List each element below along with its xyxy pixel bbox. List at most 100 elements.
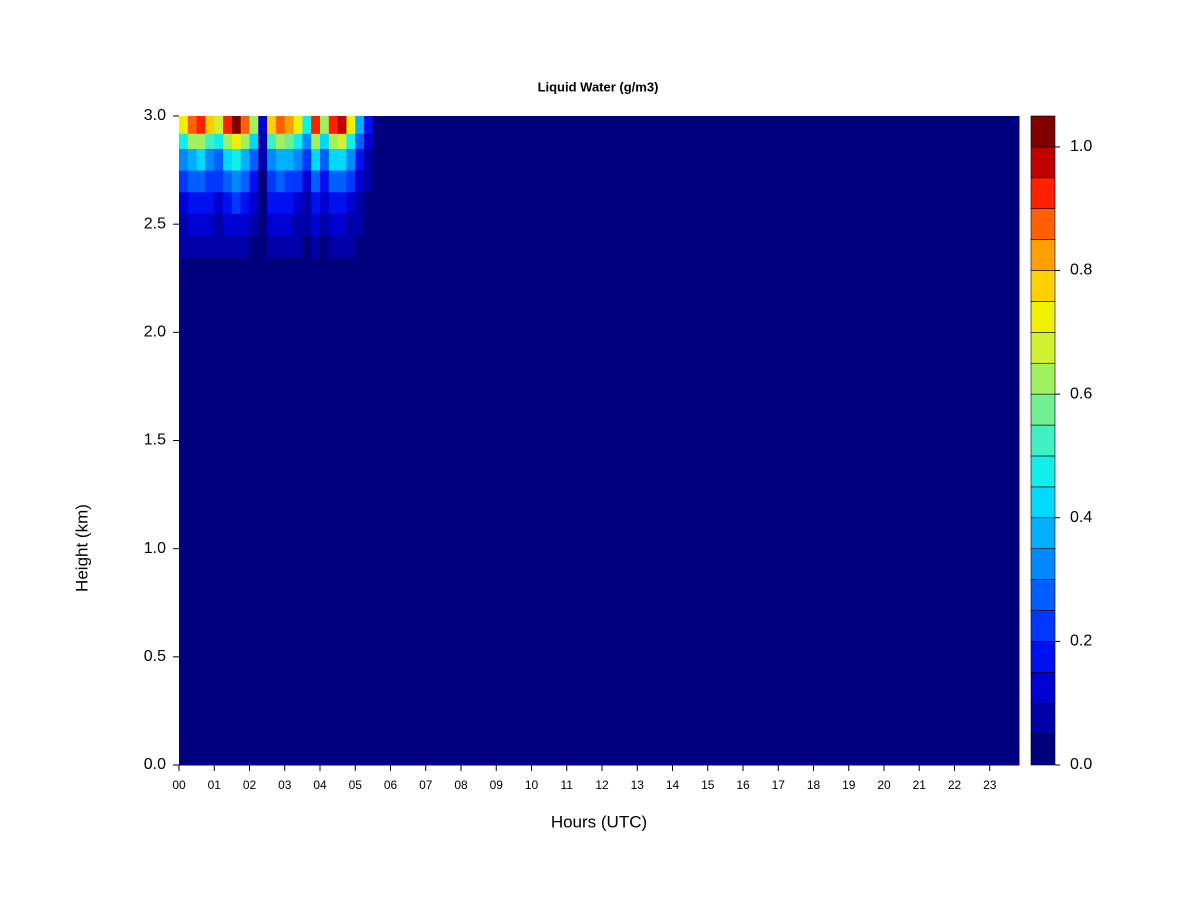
y-tick-label: 0.0 xyxy=(144,756,166,773)
contour-cell xyxy=(240,213,250,236)
contour-cell xyxy=(337,116,347,134)
contour-cell xyxy=(267,256,277,766)
contour-cell xyxy=(223,234,233,258)
contour-cell xyxy=(337,191,347,214)
contour-cell xyxy=(302,191,312,214)
x-tick-label: 22 xyxy=(948,778,962,792)
contour-cell xyxy=(337,256,347,766)
contour-cell xyxy=(355,234,365,258)
x-tick-label: 08 xyxy=(454,778,468,792)
contour-cell xyxy=(231,170,242,193)
x-tick-label: 23 xyxy=(983,778,997,792)
contour-cell xyxy=(284,170,295,193)
contour-cell xyxy=(284,256,295,766)
contour-cell xyxy=(372,234,1020,258)
contour-cell xyxy=(258,133,268,149)
contour-cell xyxy=(205,116,215,134)
contour-cell xyxy=(240,170,250,193)
contour-cell xyxy=(346,256,356,766)
contour-cell xyxy=(187,213,198,236)
colorbar-bin xyxy=(1030,115,1056,148)
contour-cell xyxy=(311,116,321,134)
contour-cell xyxy=(355,116,365,134)
contour-cell xyxy=(328,148,339,171)
contour-cell xyxy=(258,256,268,766)
colorbar-tick-label: 0.4 xyxy=(1070,509,1092,526)
contour-cell xyxy=(214,148,224,171)
contour-cell xyxy=(258,170,268,193)
contour-cell xyxy=(258,213,268,236)
contour-cell xyxy=(346,234,356,258)
contour-cell xyxy=(355,133,365,149)
contour-cell xyxy=(328,116,339,134)
colorbar-bin xyxy=(1030,579,1056,611)
colorbar-bin xyxy=(1030,301,1056,333)
contour-cell xyxy=(231,213,242,236)
contour-cell xyxy=(187,256,198,766)
contour-cell xyxy=(275,234,286,258)
colorbar-tick-label: 1.0 xyxy=(1070,138,1092,155)
x-tick-label: 19 xyxy=(842,778,856,792)
x-tick-label: 21 xyxy=(913,778,927,792)
colorbar-bin xyxy=(1030,177,1056,210)
contour-cell xyxy=(249,234,259,258)
contour-cell xyxy=(302,234,312,258)
contour-cell xyxy=(267,234,277,258)
contour-cell xyxy=(284,148,295,171)
x-tick-label: 16 xyxy=(736,778,750,792)
x-tick-label: 10 xyxy=(525,778,539,792)
contour-cell xyxy=(346,213,356,236)
contour-cell xyxy=(319,256,330,766)
contour-cell xyxy=(258,234,268,258)
contour-cell xyxy=(179,191,189,214)
colorbar-bin xyxy=(1030,486,1056,519)
colorbar-bin xyxy=(1030,733,1056,766)
contour-cell xyxy=(364,170,374,193)
contour-cell xyxy=(258,191,268,214)
contour-cell xyxy=(319,148,330,171)
contour-cell xyxy=(311,256,321,766)
contour-cell xyxy=(372,213,1020,236)
contour-cell xyxy=(187,234,198,258)
contour-cell xyxy=(328,213,339,236)
x-axis-title: Hours (UTC) xyxy=(551,812,647,831)
contour-cell xyxy=(179,116,189,134)
contour-cell xyxy=(293,213,303,236)
contour-cell xyxy=(337,234,347,258)
contour-cell xyxy=(249,213,259,236)
x-tick-label: 13 xyxy=(631,778,645,792)
contour-cell xyxy=(267,213,277,236)
contour-cell xyxy=(275,133,286,149)
contour-cell xyxy=(364,148,374,171)
contour-cell xyxy=(328,191,339,214)
contour-cell xyxy=(205,148,215,171)
y-tick-label: 0.5 xyxy=(144,648,166,665)
contour-cell xyxy=(205,234,215,258)
contour-cell xyxy=(223,116,233,134)
contour-cell xyxy=(319,234,330,258)
contour-cell xyxy=(311,191,321,214)
contour-cell xyxy=(275,170,286,193)
contour-cell xyxy=(302,148,312,171)
colorbar-bin xyxy=(1030,270,1056,302)
contour-cell xyxy=(214,116,224,134)
contour-cell xyxy=(249,256,259,766)
contour-cell xyxy=(258,148,268,171)
colorbar-bin xyxy=(1030,393,1056,426)
contour-cell xyxy=(179,234,189,258)
contour-cell xyxy=(311,213,321,236)
contour-cell xyxy=(372,148,1020,171)
colorbar-bin xyxy=(1030,671,1056,704)
colorbar-bin xyxy=(1030,610,1056,642)
contour-cell xyxy=(337,213,347,236)
colorbar-bin xyxy=(1030,239,1056,271)
contour-cell xyxy=(179,148,189,171)
x-tick-label: 00 xyxy=(172,778,186,792)
contour-cell xyxy=(205,213,215,236)
contour-cell xyxy=(319,191,330,214)
contour-cell xyxy=(258,116,268,134)
contour-cell xyxy=(187,148,198,171)
contour-cell xyxy=(267,170,277,193)
contour-cell xyxy=(293,133,303,149)
